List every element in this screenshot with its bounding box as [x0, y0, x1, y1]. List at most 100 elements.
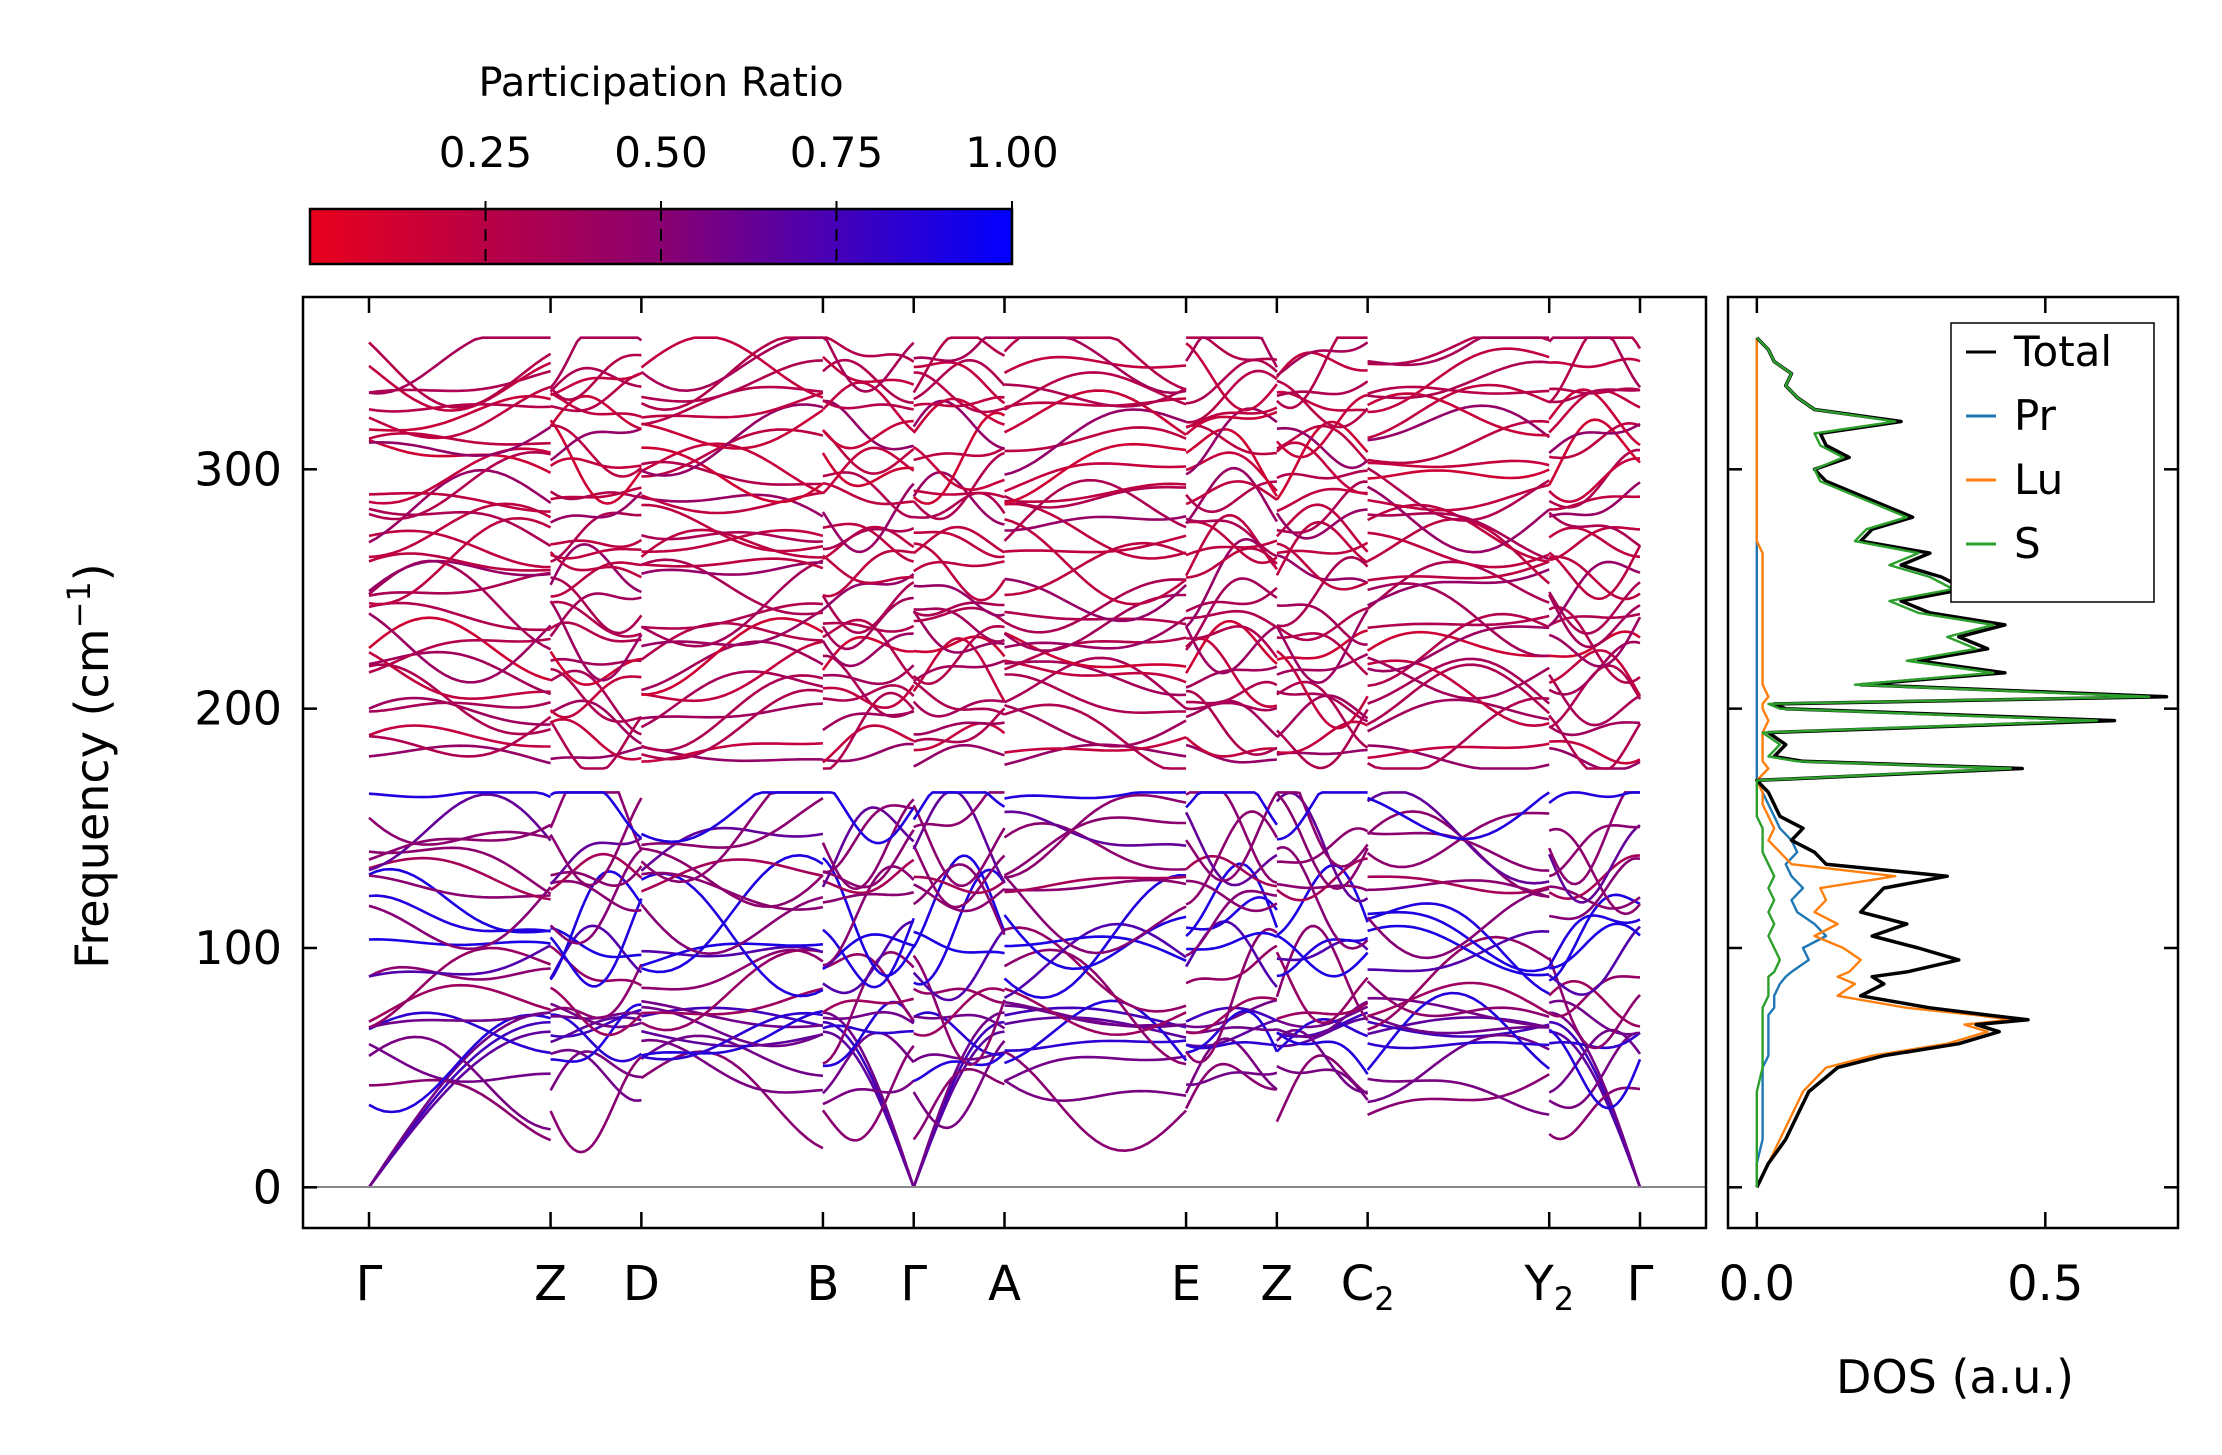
kpoint-label: B	[806, 1256, 839, 1312]
phonon-band	[822, 399, 914, 411]
phonon-band	[913, 1051, 1006, 1083]
phonon-band	[1366, 630, 1550, 658]
phonon-band	[1367, 698, 1550, 733]
phonon-band	[1275, 1028, 1368, 1094]
phonon-band	[1185, 791, 1278, 826]
phonon-band	[641, 561, 823, 576]
phonon-band	[1276, 424, 1369, 463]
y-axis-label-close: )	[65, 563, 119, 581]
band-ytick-label: 0	[253, 1160, 282, 1214]
phonon-band	[550, 667, 642, 723]
dos-curve-total	[1755, 336, 2169, 1189]
phonon-band	[641, 847, 824, 909]
phonon-band	[1276, 690, 1369, 723]
phonon-band	[1367, 511, 1550, 561]
phonon-band	[912, 451, 1006, 521]
phonon-band	[821, 482, 915, 554]
phonon-band	[1549, 387, 1641, 395]
phonon-band	[640, 336, 824, 399]
phonon-band	[1549, 555, 1641, 601]
phonon-band	[1276, 827, 1369, 864]
phonon-band	[1185, 424, 1278, 456]
phonon-band	[822, 336, 915, 393]
phonon-band	[368, 944, 552, 978]
phonon-band	[1548, 545, 1642, 601]
phonon-band	[368, 571, 551, 597]
phonon-band	[1185, 944, 1278, 985]
phonon-band	[1367, 902, 1550, 995]
phonon-band	[1275, 708, 1369, 770]
phonon-band	[1185, 577, 1278, 651]
dos-xtick-label: 0.0	[1719, 1256, 1795, 1312]
phonon-band	[912, 699, 1005, 718]
phonon-band	[641, 745, 823, 763]
phonon-band	[641, 602, 823, 630]
phonon-band	[1548, 448, 1640, 509]
phonon-band	[368, 516, 552, 606]
phonon-band	[1276, 791, 1369, 868]
phonon-band	[550, 1048, 642, 1103]
phonon-band	[1275, 951, 1369, 1025]
phonon-band	[1548, 560, 1641, 627]
phonon-band	[1003, 631, 1187, 669]
phonon-band	[1367, 910, 1550, 973]
dos-xtick-label: 0.5	[2007, 1256, 2083, 1312]
phonon-band	[1184, 1062, 1277, 1110]
phonon-band	[641, 503, 824, 553]
phonon-band	[368, 450, 551, 521]
phonon-band	[549, 1050, 642, 1092]
phonon-band	[368, 937, 551, 947]
phonon-band	[1004, 926, 1187, 1013]
kpoint-label: C2	[1341, 1256, 1395, 1318]
phonon-band	[821, 1031, 915, 1095]
phonon-band	[1548, 336, 1642, 389]
phonon-band	[368, 425, 552, 458]
phonon-band	[822, 920, 914, 995]
phonon-band	[640, 559, 824, 648]
phonon-band	[822, 1079, 915, 1106]
phonon-band	[912, 659, 1005, 683]
phonon-band	[913, 635, 1006, 658]
phonon-band	[368, 700, 551, 713]
phonon-band	[912, 791, 1006, 821]
phonon-band	[549, 797, 643, 887]
phonon-band	[1276, 379, 1369, 429]
phonon-band	[1185, 810, 1279, 906]
phonon-band	[368, 1011, 551, 1055]
phonon-band	[912, 624, 1005, 686]
phonon-band	[368, 1078, 552, 1142]
phonon-band	[1003, 578, 1187, 634]
phonon-band	[1275, 609, 1369, 685]
phonon-band	[1549, 746, 1641, 770]
phonon-band	[1185, 1071, 1278, 1087]
phonon-band	[1276, 380, 1369, 398]
phonon-band	[1004, 935, 1187, 962]
phonon-band	[821, 419, 914, 450]
phonon-band	[641, 702, 823, 720]
phonon-band	[1367, 483, 1550, 512]
legend-label-lu: Lu	[2014, 455, 2063, 504]
phonon-band	[1548, 481, 1641, 519]
phonon-band	[550, 1008, 642, 1038]
phonon-band	[549, 898, 643, 988]
phonon-band	[640, 948, 824, 1032]
phonon-band	[1276, 680, 1369, 749]
phonon-band	[1276, 936, 1369, 978]
phonon-band	[821, 635, 914, 671]
phonon-band	[1367, 657, 1551, 705]
phonon-band	[913, 607, 1005, 643]
phonon-band	[641, 530, 823, 544]
phonon-band	[913, 987, 1005, 1037]
phonon-band	[641, 999, 824, 1029]
phonon-band	[1004, 482, 1187, 504]
phonon-band	[1004, 1016, 1187, 1039]
phonon-band	[550, 424, 643, 478]
phonon-band	[368, 983, 551, 1023]
phonon-band	[368, 447, 551, 505]
phonon-band	[1004, 442, 1187, 505]
phonon-band	[1185, 701, 1278, 712]
legend-label-total: Total	[2013, 327, 2112, 376]
phonon-band	[1366, 466, 1550, 522]
phonon-band	[1003, 336, 1187, 391]
phonon-band	[1185, 689, 1278, 756]
